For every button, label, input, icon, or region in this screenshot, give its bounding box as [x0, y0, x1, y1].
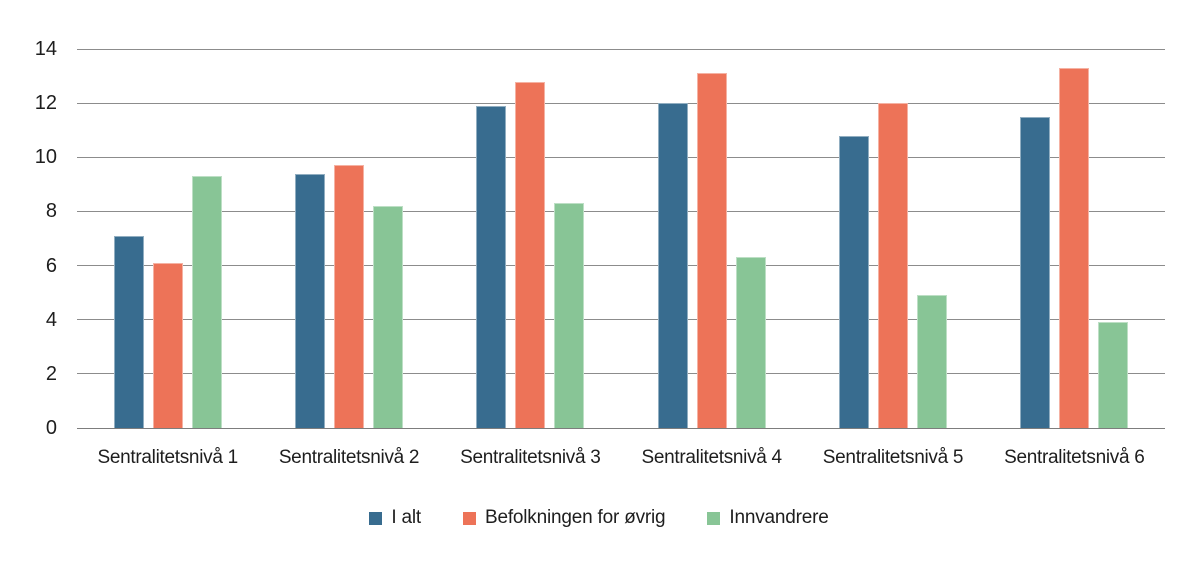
- gridline-8: [77, 210, 1165, 212]
- legend-label: Innvandrere: [729, 507, 829, 528]
- bar-i-alt-3: [476, 105, 507, 428]
- bar-group-2: [258, 165, 439, 428]
- bar-innvandrere-2: [372, 206, 403, 428]
- gridline-14: [77, 48, 1165, 50]
- x-category-label-1: Sentralitetsnivå 1: [97, 447, 238, 468]
- bar-befolkningen-for-vrig-3: [515, 81, 546, 428]
- legend: I alt Befolkningen for øvrig Innvandrere: [0, 507, 1198, 529]
- y-tick-label-14: 14: [34, 38, 57, 60]
- bar-i-alt-6: [1020, 116, 1051, 428]
- y-tick-label-10: 10: [34, 146, 57, 169]
- bar-innvandrere-5: [916, 295, 947, 428]
- plot-area: [77, 48, 1165, 429]
- gridline-2: [77, 373, 1165, 375]
- legend-item-i-alt: I alt: [369, 507, 421, 529]
- bar-befolkningen-for-vrig-2: [333, 165, 364, 428]
- y-tick-label-2: 2: [45, 362, 57, 385]
- legend-label: I alt: [391, 507, 421, 528]
- gridline-6: [77, 265, 1165, 267]
- y-tick-label-8: 8: [45, 200, 57, 223]
- bar-i-alt-1: [113, 235, 144, 428]
- y-axis: 0 2 4 6 8 10 12 14: [0, 38, 57, 439]
- y-tick-label-12: 12: [34, 92, 57, 115]
- bar-innvandrere-6: [1098, 322, 1129, 428]
- x-axis: Sentralitetsnivå 1 Sentralitetsnivå 2 Sent…: [77, 446, 1165, 470]
- bar-befolkningen-for-vrig-1: [152, 262, 183, 428]
- gridline-4: [77, 319, 1165, 321]
- legend-swatch-icon: [369, 511, 383, 525]
- legend-item-innvandrere: Innvandrere: [707, 507, 829, 529]
- bar-innvandrere-1: [191, 176, 222, 428]
- y-tick-label-6: 6: [45, 254, 57, 277]
- x-axis-baseline: [77, 427, 1165, 429]
- bar-i-alt-2: [294, 173, 325, 428]
- bar-i-alt-5: [838, 135, 869, 428]
- bar-befolkningen-for-vrig-6: [1059, 67, 1090, 428]
- legend-swatch-icon: [707, 511, 721, 525]
- bar-group-4: [621, 73, 802, 428]
- x-category-label-6: Sentralitetsnivå 6: [1004, 447, 1145, 468]
- y-tick-label-0: 0: [45, 417, 57, 439]
- x-category-label-5: Sentralitetsnivå 5: [822, 447, 964, 468]
- bar-group-5: [802, 103, 983, 428]
- bar-befolkningen-for-vrig-5: [877, 103, 908, 428]
- y-tick-label-4: 4: [45, 308, 57, 331]
- x-category-label-3: Sentralitetsnivå 3: [460, 447, 601, 468]
- x-category-label-2: Sentralitetsnivå 2: [278, 447, 420, 468]
- bar-group-6: [984, 67, 1165, 428]
- x-category-label-4: Sentralitetsnivå 4: [641, 447, 782, 468]
- legend-swatch-icon: [463, 511, 476, 525]
- legend-label: Befolkningen for øvrig: [485, 507, 666, 528]
- bar-i-alt-4: [657, 103, 688, 428]
- legend-item-befolkningen-for-vrig: Befolkningen for øvrig: [463, 507, 666, 529]
- gridline-10: [77, 156, 1165, 158]
- bar-group-3: [440, 81, 621, 428]
- gridline-12: [77, 102, 1165, 104]
- bar-innvandrere-4: [735, 257, 766, 428]
- bar-innvandrere-3: [554, 203, 585, 428]
- bar-befolkningen-for-vrig-4: [696, 73, 727, 428]
- bar-group-1: [77, 176, 258, 428]
